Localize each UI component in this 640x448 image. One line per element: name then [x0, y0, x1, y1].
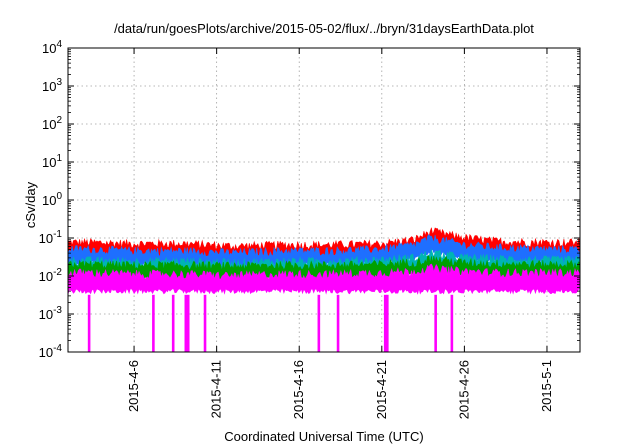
- y-tick-label: 10-4: [39, 343, 63, 360]
- y-tick-label: 10-3: [39, 305, 63, 322]
- x-tick-label: 2015-4-21: [374, 360, 389, 419]
- dropout-spike: [184, 294, 188, 352]
- y-tick-label: 10-1: [39, 229, 63, 246]
- grid: [68, 47, 580, 353]
- y-tick-label: 10-2: [39, 267, 63, 284]
- y-tick-label: 103: [42, 77, 62, 94]
- dropout-spike: [171, 294, 175, 352]
- x-tick-label: 2015-4-26: [456, 360, 471, 419]
- x-tick-label: 2015-4-11: [209, 360, 224, 418]
- y-tick-label: 104: [42, 39, 62, 56]
- x-tick-label: 2015-5-1: [539, 360, 554, 412]
- chart-title: /data/run/goesPlots/archive/2015-05-02/f…: [114, 21, 534, 36]
- x-axis-label: Coordinated Universal Time (UTC): [224, 429, 423, 444]
- dropout-spike: [317, 294, 321, 352]
- dropout-spike: [152, 294, 155, 352]
- x-tick-label: 2015-4-16: [291, 360, 306, 419]
- dropout-spike: [186, 294, 190, 352]
- y-tick-label: 102: [42, 115, 62, 132]
- y-axis: 10-4 10-3 10-2 10-1 100 101 102 103 104: [39, 39, 580, 360]
- dropout-spike: [386, 294, 389, 352]
- plot-area: [68, 227, 581, 352]
- y-axis-label: cSv/day: [23, 181, 38, 228]
- dropout-spike: [450, 294, 454, 352]
- x-tick-label: 2015-4-6: [126, 360, 141, 412]
- y-tick-label: 101: [42, 153, 62, 170]
- dropout-spike: [434, 294, 437, 352]
- dropout-spike: [87, 294, 91, 352]
- y-tick-label: 100: [42, 191, 62, 208]
- dropout-spike: [383, 294, 387, 352]
- x-axis: 2015-4-6 2015-4-11 2015-4-16 2015-4-21 2015-…: [126, 48, 554, 419]
- dropout-spike: [336, 294, 340, 352]
- dropout-spike: [203, 294, 207, 352]
